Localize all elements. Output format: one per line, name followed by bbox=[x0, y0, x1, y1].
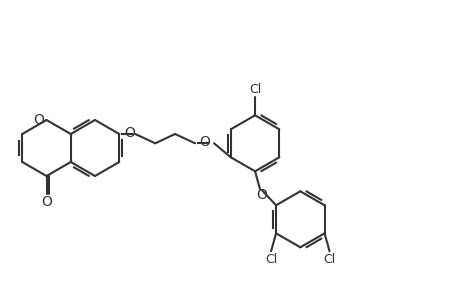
Text: O: O bbox=[123, 126, 134, 140]
Text: Cl: Cl bbox=[323, 253, 335, 266]
Text: O: O bbox=[256, 188, 267, 202]
Text: O: O bbox=[33, 113, 44, 127]
Text: Cl: Cl bbox=[248, 83, 261, 96]
Text: O: O bbox=[41, 195, 52, 209]
Text: Cl: Cl bbox=[264, 253, 277, 266]
Text: O: O bbox=[199, 135, 210, 149]
